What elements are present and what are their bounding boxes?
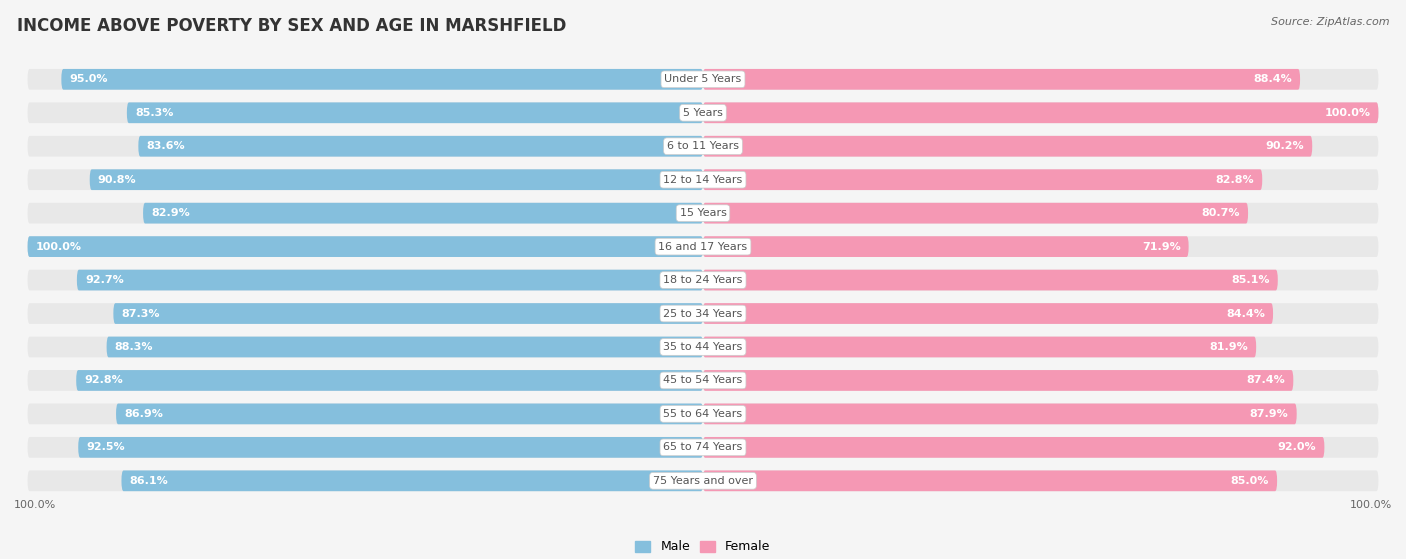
Text: 71.9%: 71.9% — [1142, 241, 1181, 252]
FancyBboxPatch shape — [28, 471, 703, 491]
FancyBboxPatch shape — [703, 337, 1378, 357]
FancyBboxPatch shape — [28, 437, 703, 458]
FancyBboxPatch shape — [138, 136, 703, 157]
Text: 82.8%: 82.8% — [1216, 175, 1254, 184]
FancyBboxPatch shape — [107, 337, 703, 357]
FancyBboxPatch shape — [703, 236, 1378, 257]
FancyBboxPatch shape — [703, 437, 1378, 458]
FancyBboxPatch shape — [28, 102, 703, 123]
Text: 92.7%: 92.7% — [84, 275, 124, 285]
Text: 6 to 11 Years: 6 to 11 Years — [666, 141, 740, 151]
Text: 92.0%: 92.0% — [1278, 442, 1316, 452]
FancyBboxPatch shape — [703, 337, 1256, 357]
Text: 65 to 74 Years: 65 to 74 Years — [664, 442, 742, 452]
FancyBboxPatch shape — [121, 471, 703, 491]
FancyBboxPatch shape — [703, 269, 1278, 291]
Text: 92.5%: 92.5% — [86, 442, 125, 452]
FancyBboxPatch shape — [703, 303, 1272, 324]
Text: 86.9%: 86.9% — [124, 409, 163, 419]
Text: 15 Years: 15 Years — [679, 208, 727, 218]
Text: 100.0%: 100.0% — [14, 500, 56, 510]
Text: 85.1%: 85.1% — [1232, 275, 1270, 285]
Text: 16 and 17 Years: 16 and 17 Years — [658, 241, 748, 252]
Text: 85.3%: 85.3% — [135, 108, 173, 118]
FancyBboxPatch shape — [703, 404, 1378, 424]
Text: 90.8%: 90.8% — [98, 175, 136, 184]
Text: 25 to 34 Years: 25 to 34 Years — [664, 309, 742, 319]
Text: 5 Years: 5 Years — [683, 108, 723, 118]
FancyBboxPatch shape — [703, 169, 1378, 190]
Legend: Male, Female: Male, Female — [630, 536, 776, 558]
FancyBboxPatch shape — [703, 203, 1249, 224]
FancyBboxPatch shape — [703, 370, 1294, 391]
FancyBboxPatch shape — [77, 269, 703, 291]
Text: 45 to 54 Years: 45 to 54 Years — [664, 376, 742, 386]
Text: 84.4%: 84.4% — [1226, 309, 1265, 319]
FancyBboxPatch shape — [703, 437, 1324, 458]
FancyBboxPatch shape — [28, 236, 703, 257]
Text: 35 to 44 Years: 35 to 44 Years — [664, 342, 742, 352]
Text: 87.9%: 87.9% — [1250, 409, 1289, 419]
FancyBboxPatch shape — [90, 169, 703, 190]
Text: 87.4%: 87.4% — [1247, 376, 1285, 386]
Text: 85.0%: 85.0% — [1230, 476, 1270, 486]
FancyBboxPatch shape — [143, 203, 703, 224]
Text: 92.8%: 92.8% — [84, 376, 124, 386]
FancyBboxPatch shape — [703, 136, 1312, 157]
FancyBboxPatch shape — [79, 437, 703, 458]
FancyBboxPatch shape — [703, 404, 1296, 424]
Text: 82.9%: 82.9% — [152, 208, 190, 218]
Text: 83.6%: 83.6% — [146, 141, 186, 151]
FancyBboxPatch shape — [28, 236, 703, 257]
FancyBboxPatch shape — [28, 337, 703, 357]
Text: 90.2%: 90.2% — [1265, 141, 1305, 151]
Text: 75 Years and over: 75 Years and over — [652, 476, 754, 486]
Text: 88.4%: 88.4% — [1253, 74, 1292, 84]
FancyBboxPatch shape — [28, 136, 703, 157]
Text: 55 to 64 Years: 55 to 64 Years — [664, 409, 742, 419]
FancyBboxPatch shape — [703, 471, 1277, 491]
FancyBboxPatch shape — [28, 203, 703, 224]
Text: 95.0%: 95.0% — [69, 74, 108, 84]
FancyBboxPatch shape — [703, 269, 1378, 291]
FancyBboxPatch shape — [117, 404, 703, 424]
Text: 88.3%: 88.3% — [115, 342, 153, 352]
Text: Under 5 Years: Under 5 Years — [665, 74, 741, 84]
Text: INCOME ABOVE POVERTY BY SEX AND AGE IN MARSHFIELD: INCOME ABOVE POVERTY BY SEX AND AGE IN M… — [17, 17, 567, 35]
Text: 100.0%: 100.0% — [1324, 108, 1371, 118]
Text: 100.0%: 100.0% — [35, 241, 82, 252]
FancyBboxPatch shape — [703, 169, 1263, 190]
FancyBboxPatch shape — [703, 102, 1378, 123]
FancyBboxPatch shape — [28, 69, 703, 89]
FancyBboxPatch shape — [127, 102, 703, 123]
FancyBboxPatch shape — [703, 203, 1378, 224]
FancyBboxPatch shape — [28, 269, 703, 291]
FancyBboxPatch shape — [76, 370, 703, 391]
Text: 100.0%: 100.0% — [1350, 500, 1392, 510]
Text: 81.9%: 81.9% — [1209, 342, 1249, 352]
FancyBboxPatch shape — [28, 370, 703, 391]
FancyBboxPatch shape — [703, 69, 1301, 89]
Text: 86.1%: 86.1% — [129, 476, 169, 486]
FancyBboxPatch shape — [703, 136, 1378, 157]
Text: 12 to 14 Years: 12 to 14 Years — [664, 175, 742, 184]
FancyBboxPatch shape — [703, 303, 1378, 324]
Text: Source: ZipAtlas.com: Source: ZipAtlas.com — [1271, 17, 1389, 27]
FancyBboxPatch shape — [703, 236, 1188, 257]
FancyBboxPatch shape — [703, 102, 1378, 123]
Text: 18 to 24 Years: 18 to 24 Years — [664, 275, 742, 285]
FancyBboxPatch shape — [703, 471, 1378, 491]
FancyBboxPatch shape — [114, 303, 703, 324]
FancyBboxPatch shape — [62, 69, 703, 89]
FancyBboxPatch shape — [703, 370, 1378, 391]
FancyBboxPatch shape — [703, 69, 1378, 89]
Text: 87.3%: 87.3% — [121, 309, 160, 319]
FancyBboxPatch shape — [28, 303, 703, 324]
Text: 80.7%: 80.7% — [1202, 208, 1240, 218]
FancyBboxPatch shape — [28, 404, 703, 424]
FancyBboxPatch shape — [28, 169, 703, 190]
